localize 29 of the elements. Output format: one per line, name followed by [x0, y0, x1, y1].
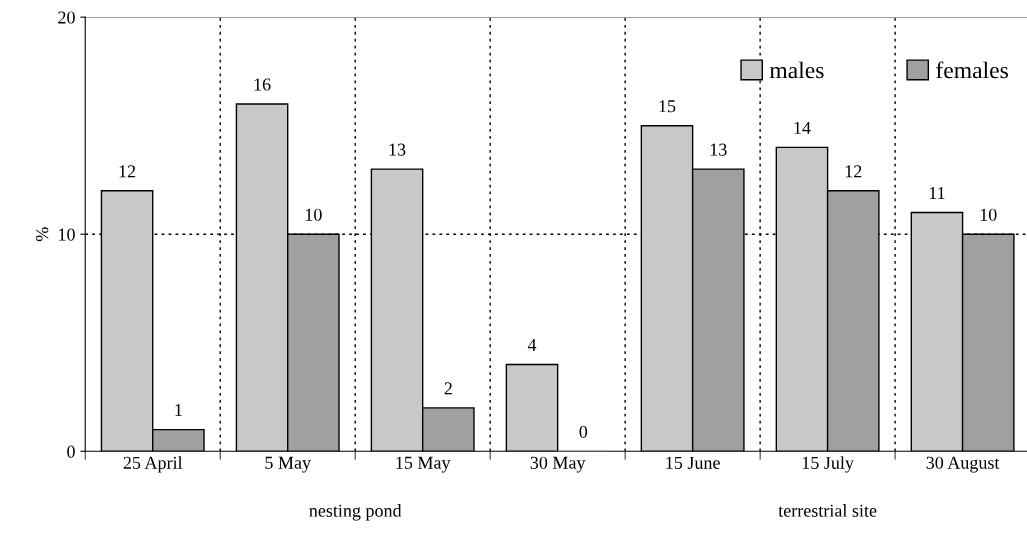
x-tick-label: 5 May — [265, 456, 311, 473]
data-label: 14 — [794, 121, 811, 134]
data-label: 1 — [175, 404, 182, 417]
y-tick-label: 20 — [58, 11, 75, 24]
legend-label: males — [769, 61, 824, 79]
data-label: 12 — [845, 165, 862, 178]
y-axis-title: % — [36, 227, 49, 242]
data-label: 15 — [659, 100, 676, 113]
legend-label: females — [936, 61, 1008, 79]
text: nesting pond — [309, 504, 402, 521]
data-label: 10 — [305, 208, 322, 221]
data-label: 11 — [929, 187, 945, 199]
x-tick-label: 15 May — [396, 456, 451, 473]
data-label: 16 — [254, 78, 271, 91]
x-tick-label: 15 June — [666, 456, 720, 469]
x-tick-label: 30 May — [530, 456, 586, 473]
data-label: 13 — [389, 143, 406, 156]
data-label: 13 — [710, 143, 727, 156]
y-tick-label: 0 — [67, 445, 75, 458]
data-label: 10 — [980, 208, 997, 221]
data-label: 12 — [119, 165, 136, 178]
text: terrestrial site — [778, 504, 877, 517]
y-tick-label: 10 — [59, 228, 75, 241]
data-label: 2 — [444, 382, 452, 395]
x-tick-label: 30 August — [926, 456, 1000, 473]
x-tick-label: 15 July — [802, 456, 854, 473]
data-label: 0 — [579, 425, 588, 438]
data-label: 4 — [527, 339, 537, 351]
x-tick-label: 25 April — [123, 456, 183, 473]
